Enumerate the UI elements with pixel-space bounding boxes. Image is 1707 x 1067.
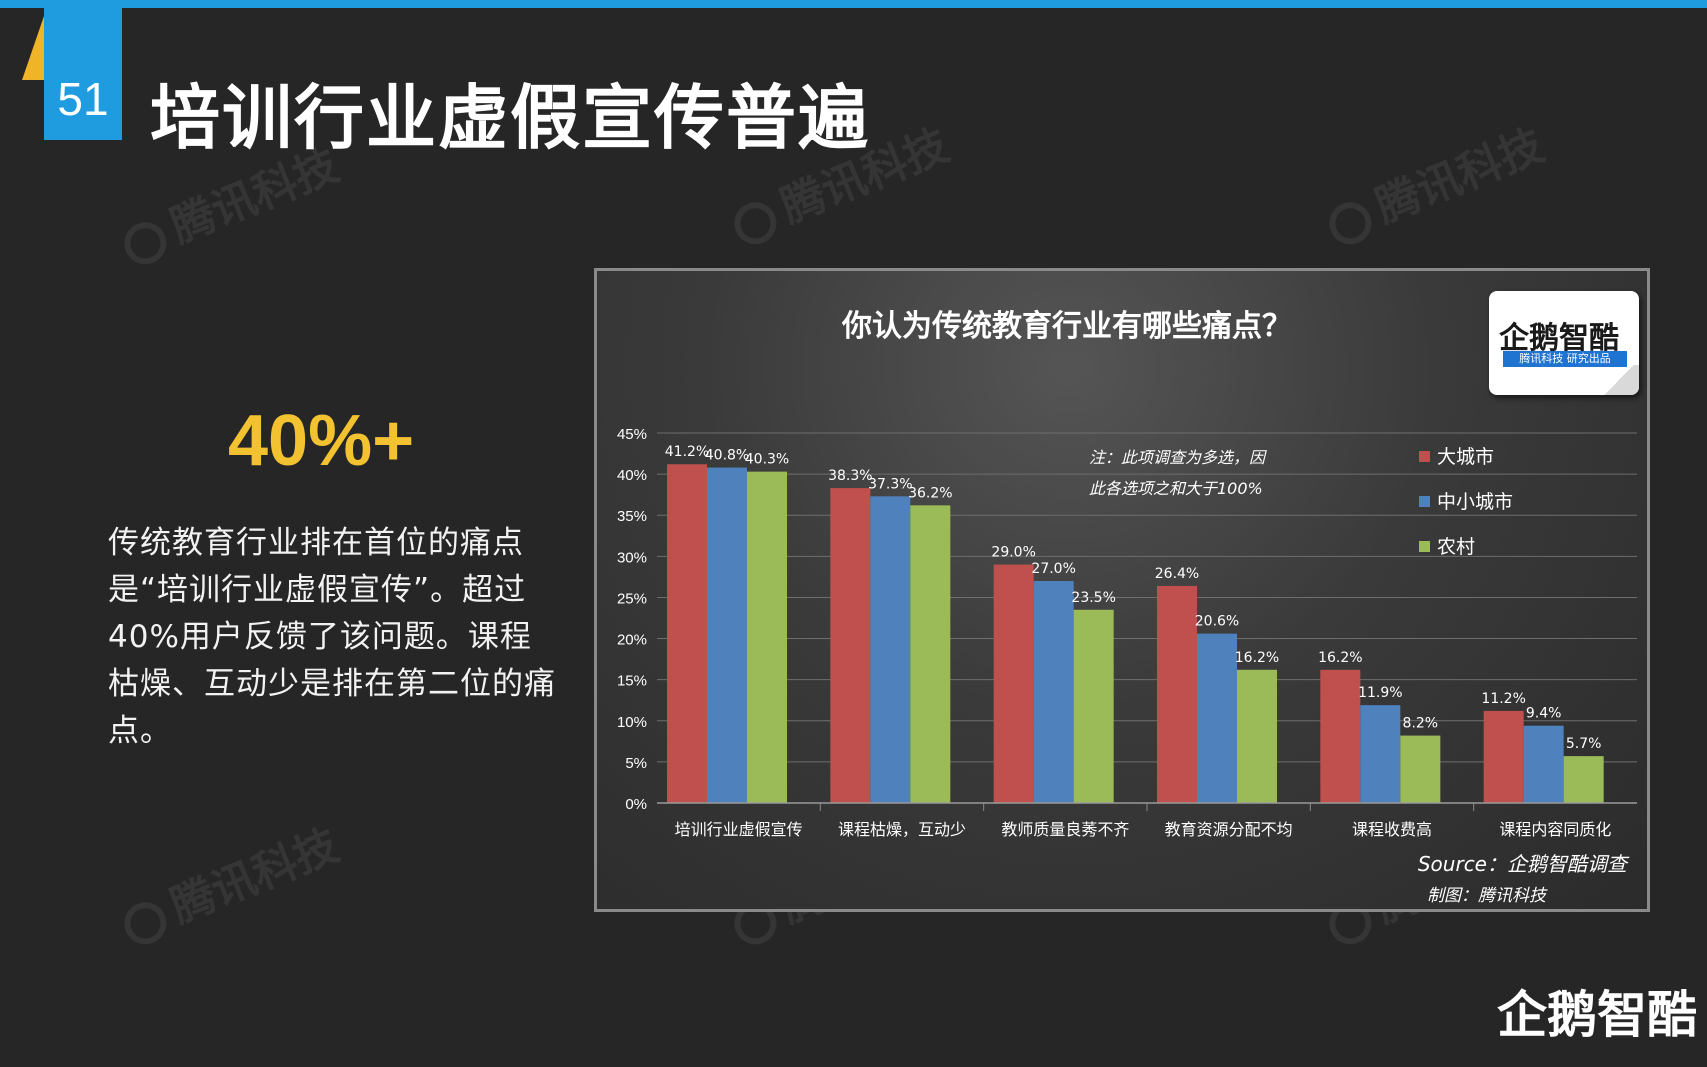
y-tick-label: 5%: [625, 755, 647, 772]
legend-label: 大城市: [1437, 446, 1494, 468]
bar: [1197, 633, 1237, 803]
slide-number: 51: [57, 73, 109, 125]
y-tick-label: 35%: [617, 508, 647, 525]
watermark-logo-icon: [118, 215, 173, 271]
watermark-logo-icon: [118, 895, 173, 951]
bar: [1033, 581, 1074, 803]
y-tick-label: 30%: [617, 549, 647, 566]
legend-swatch: [1419, 451, 1430, 462]
watermark-logo-icon: [1323, 195, 1378, 251]
bar-chart: 你认为传统教育行业有哪些痛点？ 0% 5% 10% 15% 20% 25% 30% 35% 40%…: [617, 309, 1637, 906]
legend-swatch: [1419, 496, 1430, 507]
data-label: 20.6%: [1195, 614, 1239, 630]
chart-note: 此各选项之和大于100%: [1089, 479, 1263, 498]
badge-subtitle: 腾讯科技 研究出品: [1503, 351, 1627, 367]
y-tick-label: 40%: [617, 467, 647, 484]
data-label: 16.2%: [1318, 650, 1362, 666]
y-tick-label: 25%: [617, 590, 647, 607]
y-tick-label: 0%: [625, 796, 647, 813]
y-tick-label: 10%: [617, 714, 647, 731]
badge-title: 企鹅智酷: [1499, 321, 1619, 356]
data-label: 16.2%: [1235, 650, 1279, 666]
description-text: 传统教育行业排在首位的痛点是“培训行业虚假宣传”。超过40%用户反馈了该问题。课…: [108, 525, 556, 749]
data-label: 38.3%: [828, 468, 872, 484]
bar: [993, 564, 1034, 803]
data-label: 27.0%: [1031, 561, 1075, 577]
bar: [1563, 756, 1604, 803]
y-tick-label: 45%: [617, 426, 647, 443]
bar: [1237, 669, 1277, 803]
data-label: 37.3%: [868, 476, 912, 492]
legend-label: 农村: [1437, 536, 1475, 558]
chart-panel: 你认为传统教育行业有哪些痛点？ 0% 5% 10% 15% 20% 25% 30% 35% 40%…: [594, 268, 1650, 912]
data-label: 26.4%: [1155, 566, 1199, 582]
bar: [910, 505, 951, 803]
big-stat: 40%+: [228, 401, 415, 481]
bar: [1400, 735, 1441, 803]
legend-swatch: [1419, 541, 1430, 552]
data-label: 36.2%: [908, 485, 952, 501]
yellow-wedge-decoration: [22, 16, 44, 80]
data-label: 9.4%: [1526, 706, 1562, 722]
data-label: 29.0%: [991, 545, 1035, 561]
slide-number-tab: 51: [44, 0, 122, 140]
x-tick-label: 课程内容同质化: [1499, 820, 1611, 839]
watermark-logo-icon: [728, 195, 783, 251]
data-label: 23.5%: [1071, 590, 1115, 606]
footer-logo: 企鹅智酷: [1497, 986, 1697, 1044]
y-tick-label: 20%: [617, 632, 647, 649]
page-title: 培训行业虚假宣传普遍: [150, 77, 870, 159]
data-label: 8.2%: [1403, 716, 1439, 732]
x-tick-label: 培训行业虚假宣传: [675, 820, 803, 839]
bar: [747, 471, 787, 803]
bar: [1483, 710, 1524, 803]
watermark: 腾讯科技: [1316, 110, 1551, 255]
watermark: 腾讯科技: [111, 810, 346, 955]
data-label: 11.9%: [1358, 685, 1402, 701]
chart-credit: 制图：腾讯科技: [1427, 886, 1548, 906]
bar: [1523, 725, 1564, 803]
x-tick-label: 课程枯燥，互动少: [838, 820, 966, 839]
bar: [870, 496, 911, 803]
legend-label: 中小城市: [1437, 491, 1513, 513]
y-tick-label: 15%: [617, 673, 647, 690]
bar: [1073, 609, 1114, 803]
x-tick-label: 教师质量良莠不齐: [1001, 820, 1129, 839]
data-label: 5.7%: [1566, 736, 1602, 752]
bar: [1360, 705, 1401, 803]
chart-title: 你认为传统教育行业有哪些痛点？: [841, 309, 1292, 344]
data-label: 40.8%: [705, 448, 749, 464]
chart-logo-badge: 企鹅智酷 腾讯科技 研究出品: [1489, 291, 1639, 395]
badge-swoosh-decoration: [1599, 365, 1639, 395]
bar: [667, 464, 707, 803]
data-label: 40.3%: [745, 452, 789, 468]
bar: [830, 488, 871, 803]
top-accent-bar: [0, 0, 1707, 8]
bar: [1320, 669, 1361, 803]
bar: [707, 467, 747, 803]
x-tick-label: 教育资源分配不均: [1165, 820, 1293, 839]
chart-source: Source：企鹅智酷调查: [1418, 852, 1630, 876]
data-label: 11.2%: [1481, 691, 1525, 707]
x-tick-label: 课程收费高: [1352, 820, 1432, 839]
data-label: 41.2%: [665, 444, 709, 460]
chart-note: 注：此项调查为多选，因: [1089, 448, 1267, 467]
bar: [1157, 585, 1197, 803]
